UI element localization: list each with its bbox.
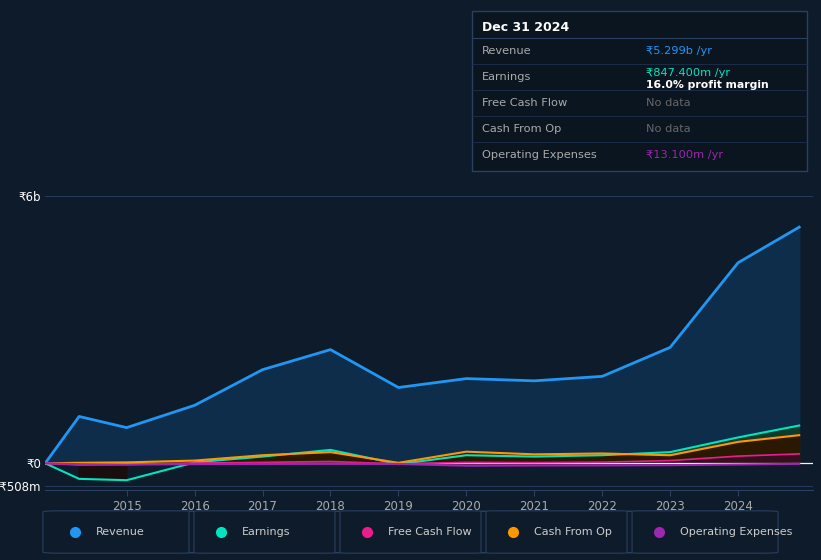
Text: Cash From Op: Cash From Op xyxy=(482,124,562,134)
Text: Revenue: Revenue xyxy=(482,46,531,56)
Text: Earnings: Earnings xyxy=(242,527,291,537)
Text: Operating Expenses: Operating Expenses xyxy=(680,527,792,537)
Text: ₹847.400m /yr: ₹847.400m /yr xyxy=(646,68,731,78)
Text: Operating Expenses: Operating Expenses xyxy=(482,150,597,160)
Text: ₹5.299b /yr: ₹5.299b /yr xyxy=(646,46,713,56)
Text: 16.0% profit margin: 16.0% profit margin xyxy=(646,81,769,91)
Text: Free Cash Flow: Free Cash Flow xyxy=(388,527,471,537)
Text: Revenue: Revenue xyxy=(96,527,144,537)
Text: Dec 31 2024: Dec 31 2024 xyxy=(482,21,569,34)
Text: No data: No data xyxy=(646,98,691,108)
Text: Free Cash Flow: Free Cash Flow xyxy=(482,98,567,108)
Text: ₹13.100m /yr: ₹13.100m /yr xyxy=(646,150,723,160)
Text: Cash From Op: Cash From Op xyxy=(534,527,612,537)
Text: Earnings: Earnings xyxy=(482,72,531,82)
Text: No data: No data xyxy=(646,124,691,134)
